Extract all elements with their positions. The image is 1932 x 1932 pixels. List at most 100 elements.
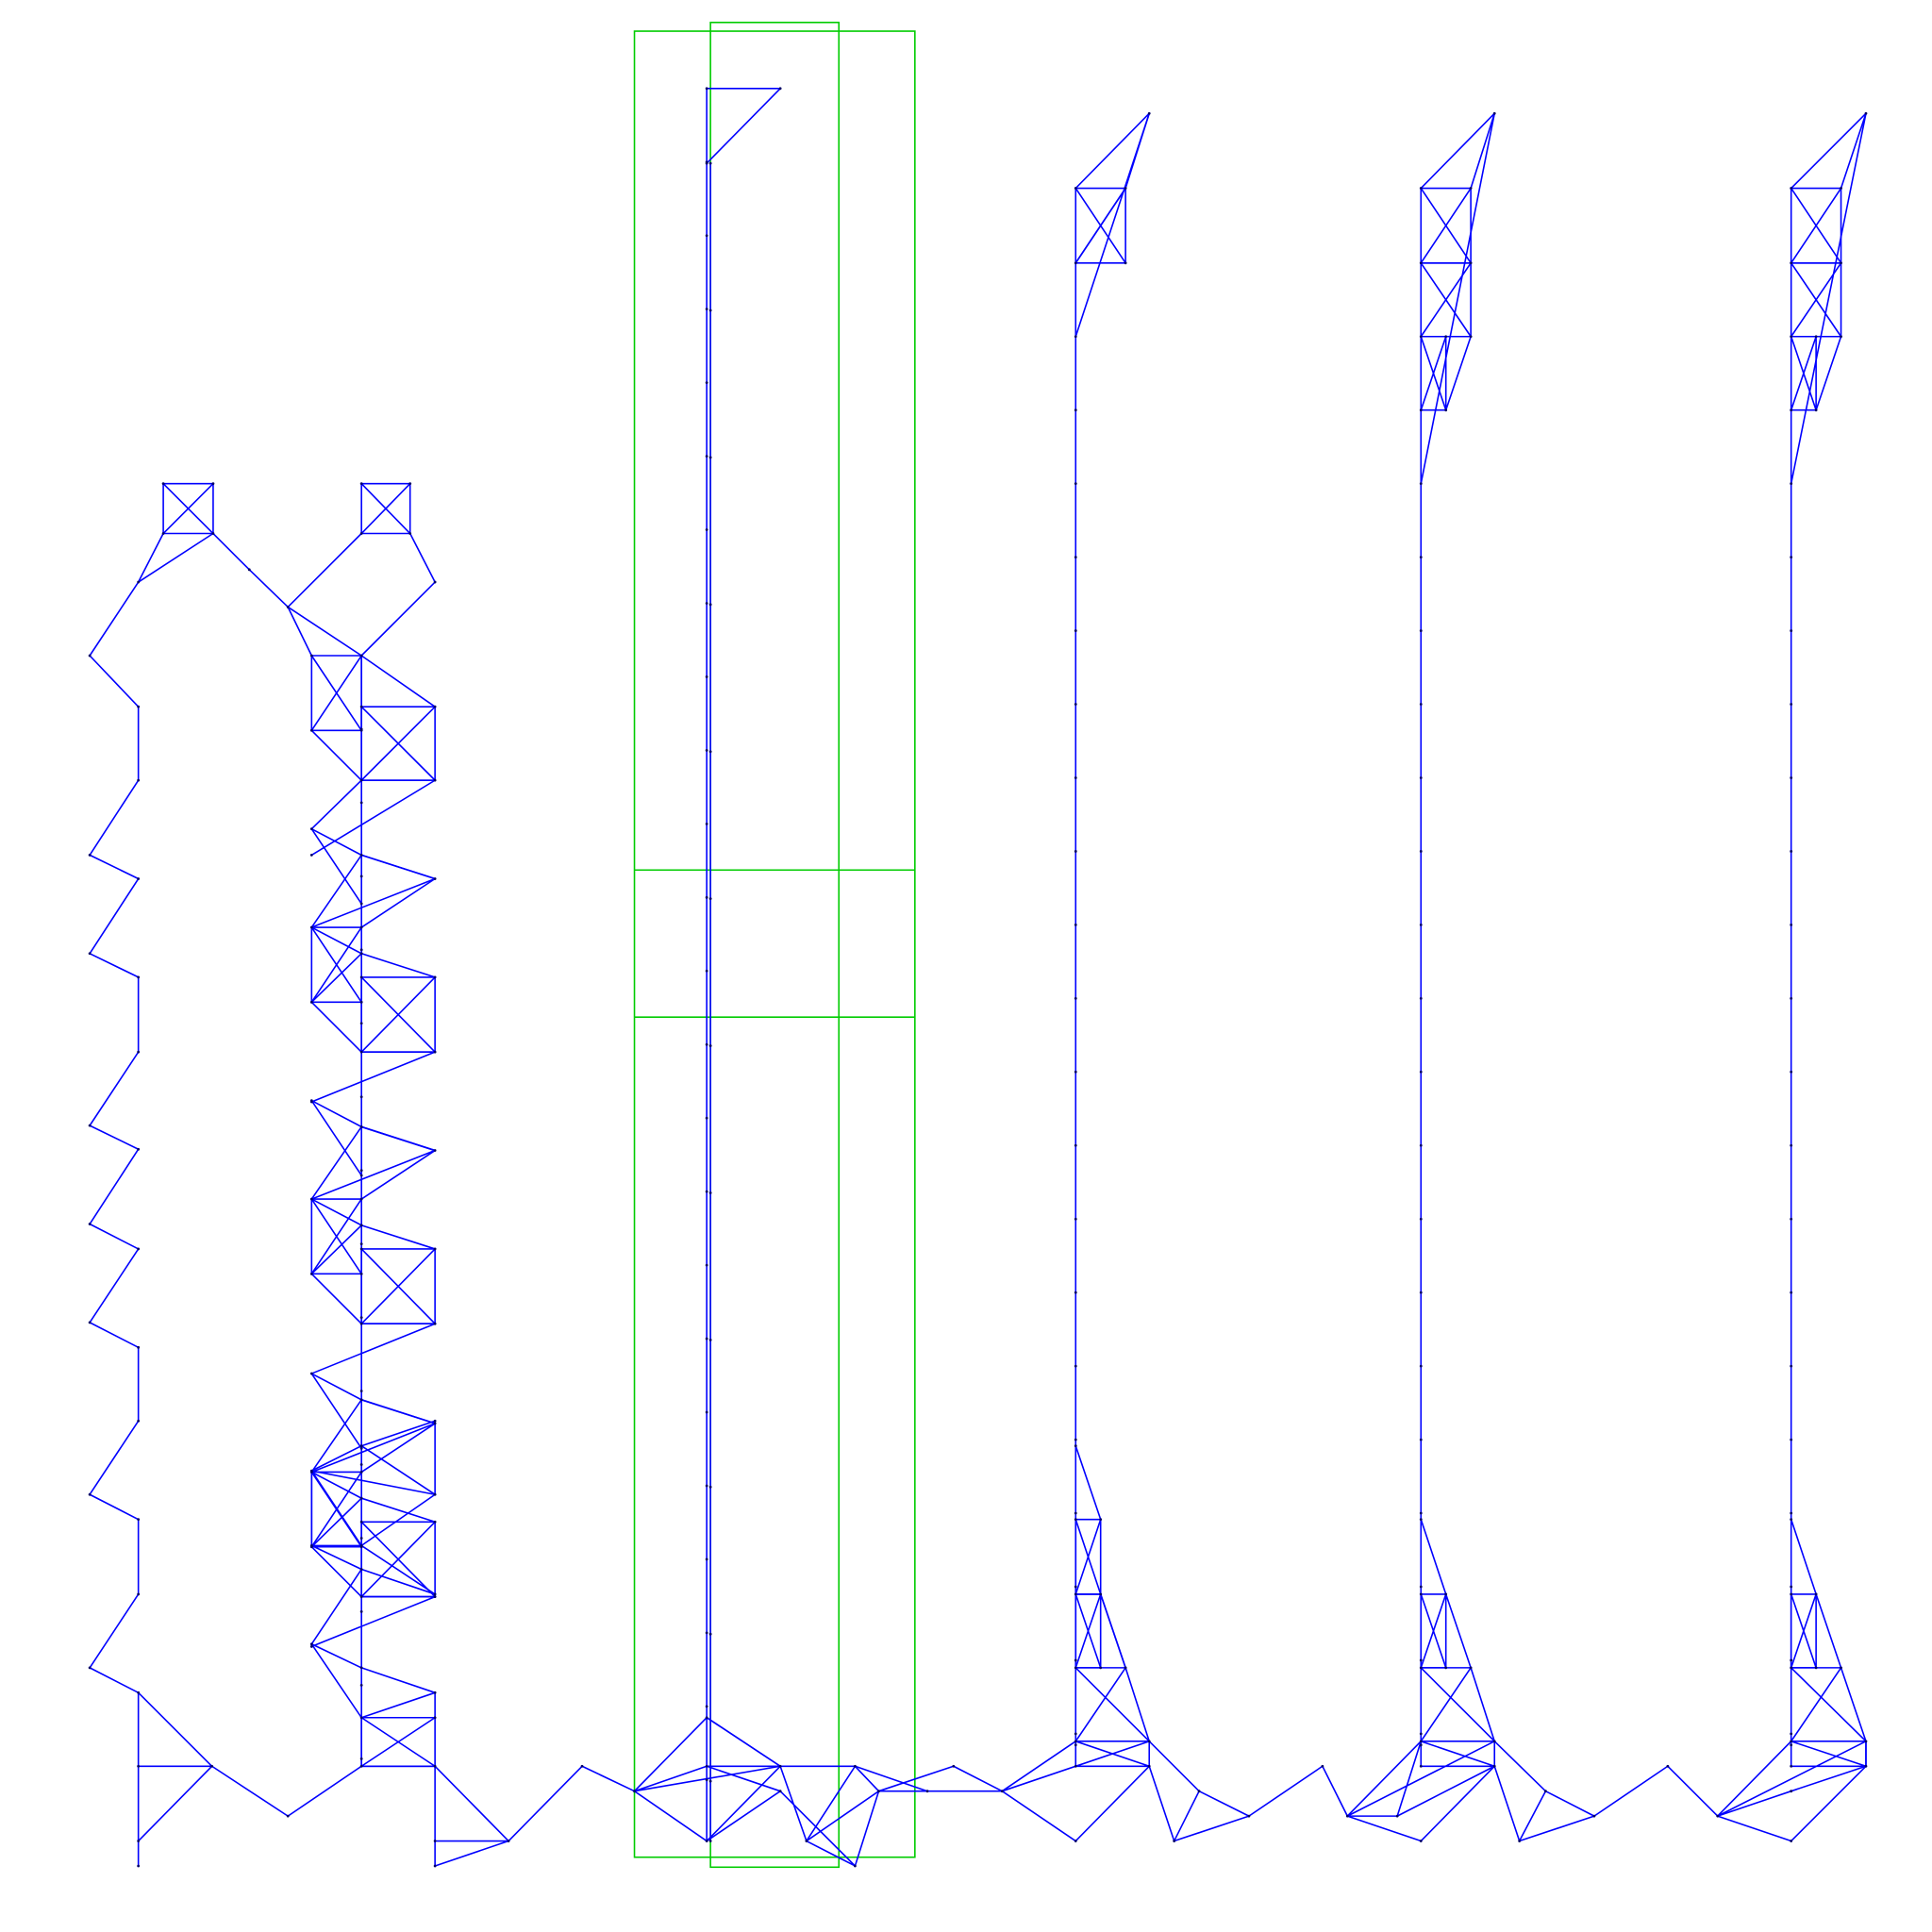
tower-c-member	[1716, 1740, 1867, 1817]
lattice-tower-member	[310, 1323, 436, 1374]
truss-node	[1840, 187, 1842, 190]
truss-node	[705, 1042, 708, 1046]
tower-a-member	[1074, 1765, 1151, 1842]
truss-node	[359, 705, 363, 708]
lattice-tower-member	[310, 779, 362, 830]
truss-node	[778, 1764, 782, 1768]
lattice-tower-member	[360, 1667, 436, 1694]
truss-node	[1469, 1666, 1473, 1670]
tower-c-member	[1840, 1667, 1867, 1742]
zigzag-chain-member	[89, 1223, 140, 1250]
truss-node	[1814, 1592, 1818, 1596]
truss-node	[1790, 1070, 1793, 1074]
lattice-tower-member	[360, 706, 436, 781]
truss-node	[1345, 1814, 1349, 1818]
truss-node	[1790, 482, 1793, 486]
truss-node	[359, 1537, 363, 1540]
truss-node	[1074, 1740, 1077, 1743]
zigzag-chain-member	[89, 854, 140, 880]
truss-node	[137, 1247, 141, 1251]
lattice-tower-member	[360, 1444, 436, 1496]
truss-node	[1469, 187, 1473, 190]
truss-node	[1790, 556, 1793, 559]
truss-node	[211, 482, 215, 486]
truss-node	[1074, 1291, 1077, 1294]
truss-node	[1544, 1790, 1547, 1793]
selected-mast-member	[706, 1716, 781, 1768]
truss-node	[286, 606, 290, 608]
lattice-tower-member	[310, 1373, 362, 1450]
truss-node	[359, 1224, 363, 1227]
lattice-tower-member	[408, 532, 436, 583]
lattice-tower-member	[310, 1642, 362, 1719]
truss-node	[705, 1705, 708, 1708]
truss-node	[1492, 1764, 1496, 1768]
truss-node	[708, 1044, 712, 1047]
truss-node	[1124, 261, 1127, 265]
tower-b-member	[1420, 1667, 1496, 1742]
truss-node	[359, 801, 363, 805]
truss-node	[1592, 1814, 1596, 1818]
zigzag-chain-member	[89, 877, 140, 955]
lattice-tower-member	[310, 1373, 362, 1401]
zigzag-chain-member	[89, 1051, 140, 1126]
bounding-box-outer	[633, 30, 916, 1858]
truss-node	[1790, 1592, 1793, 1596]
selected-mast-member	[633, 1765, 781, 1792]
truss-node	[309, 728, 313, 732]
selected-mast-member	[706, 1765, 781, 1842]
truss-node	[359, 1050, 363, 1054]
truss-node	[433, 1690, 437, 1694]
truss-node	[1790, 923, 1793, 926]
tower-b-member	[1396, 1740, 1423, 1817]
truss-node	[161, 482, 165, 486]
truss-node	[1074, 1364, 1077, 1368]
zigzag-chain-member	[89, 1124, 140, 1151]
truss-node	[1492, 1740, 1496, 1743]
truss-node	[1419, 1592, 1423, 1596]
truss-node	[88, 1124, 92, 1127]
lattice-tower-member	[310, 827, 362, 905]
truss-node	[1074, 335, 1077, 339]
truss-node	[433, 877, 437, 880]
zigzag-chain-member	[137, 532, 214, 583]
truss-node	[359, 1272, 363, 1275]
lattice-tower-member	[310, 1399, 362, 1474]
truss-node	[507, 1840, 510, 1842]
tower-a-member	[1173, 1815, 1250, 1842]
tower-c-member	[1790, 1740, 1867, 1768]
truss-node	[359, 778, 363, 782]
truss-node	[708, 1191, 712, 1194]
truss-node	[433, 975, 437, 979]
truss-node	[137, 1147, 141, 1151]
tower-b-member	[1667, 1765, 1719, 1817]
lattice-tower-member	[310, 1470, 436, 1496]
truss-node	[161, 532, 165, 535]
tower-a-member	[1074, 1667, 1126, 1742]
truss-node	[1419, 1743, 1423, 1747]
truss-node	[1074, 1070, 1077, 1074]
truss-node	[1790, 1217, 1793, 1221]
truss-node	[708, 1632, 712, 1636]
tower-a-member	[1074, 1593, 1102, 1669]
truss-node	[1419, 556, 1423, 559]
truss-node	[1864, 1740, 1868, 1743]
truss-node	[137, 1419, 141, 1423]
truss-node	[705, 455, 708, 458]
truss-node	[705, 1484, 708, 1488]
truss-node	[1790, 629, 1793, 632]
lattice-tower-member	[310, 1224, 362, 1275]
truss-node	[433, 1764, 437, 1768]
lattice-tower-member	[310, 779, 436, 857]
truss-node	[286, 1814, 290, 1818]
truss-node	[1864, 111, 1868, 115]
tower-a-member	[1173, 1790, 1200, 1842]
truss-node	[1074, 1511, 1077, 1515]
truss-node	[1790, 1840, 1793, 1842]
truss-node	[1074, 1840, 1077, 1842]
truss-node	[137, 1840, 141, 1842]
tower-a-member	[1001, 1740, 1077, 1792]
lattice-tower-member	[434, 1840, 509, 1867]
truss-node	[1074, 1143, 1077, 1147]
tower-c-member	[1716, 1790, 1792, 1817]
